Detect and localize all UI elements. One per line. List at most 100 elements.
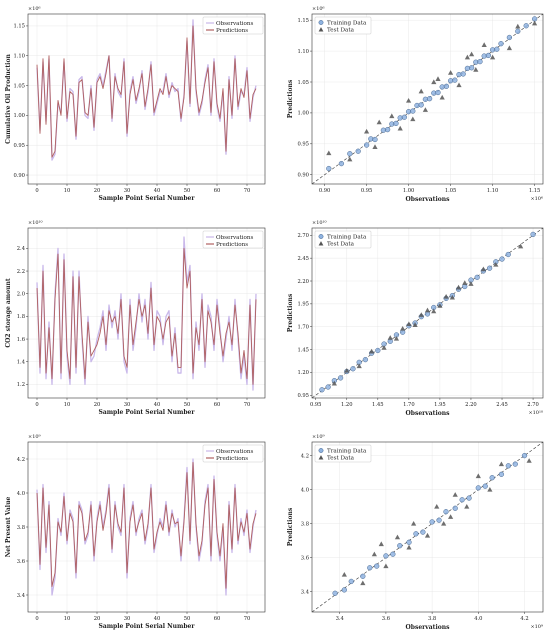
training-point (319, 387, 325, 393)
y-tick-label: 1.8 (17, 314, 25, 320)
training-point (489, 475, 495, 481)
training-point (393, 120, 399, 127)
y-tick-label: 1.70 (297, 325, 309, 331)
x-tick-label: 40 (154, 188, 161, 194)
y-axis-label: Cumulative Oil Production (5, 54, 12, 144)
training-point (429, 519, 435, 525)
test-point (443, 293, 449, 299)
y-tick-label: 1.45 (297, 347, 309, 353)
legend-label-test-data: Test Data (327, 28, 355, 34)
y-axis-label: Predictions (287, 79, 294, 118)
test-point (394, 534, 401, 540)
training-point (326, 165, 332, 172)
test-point (326, 150, 332, 156)
y-axis-label: Net Present Value (5, 497, 12, 558)
x-tick-label: 20 (94, 616, 101, 622)
legend-label-predictions: Predictions (216, 242, 248, 248)
chart-cumulative-oil-scatter: 0.90 0.95 1.00 1.05 1.10 1.15 0.90 0.95 1.00 1.05… (287, 6, 544, 203)
test-point (437, 303, 443, 308)
x-tick-label: 50 (184, 188, 191, 194)
legend-label-training-data: Training Data (327, 449, 367, 455)
legend-label-training-data: Training Data (327, 235, 367, 241)
test-point (372, 144, 378, 149)
y-tick-label: 3.4 (17, 593, 26, 599)
y-axis-label: Predictions (287, 507, 294, 546)
training-point (390, 551, 396, 557)
test-point (448, 70, 454, 75)
test-point (387, 335, 393, 340)
plot-frame (311, 13, 544, 185)
x-axis-label: Observations (406, 410, 451, 417)
test-point (449, 294, 455, 300)
y-tick-label: 0.95 (13, 143, 25, 149)
y-tick-label: 2.45 (297, 256, 309, 262)
training-point (499, 256, 505, 262)
training-point (477, 58, 483, 65)
test-point (518, 243, 524, 249)
training-point (338, 161, 345, 167)
training-point (360, 573, 366, 579)
test-point (487, 487, 493, 492)
test-point (434, 504, 440, 509)
training-point (443, 509, 449, 515)
data-marks (36, 458, 257, 596)
x-tick-label: 1.70 (403, 402, 415, 408)
x-tick-label: 0 (35, 402, 38, 408)
y-exponent: ×10¹⁰ (312, 220, 327, 226)
x-axis-label: Observations (406, 624, 451, 631)
x-tick-label: 30 (124, 402, 131, 408)
training-point (418, 102, 424, 108)
y-tick-label: 4.0 (17, 491, 25, 497)
series-line-observations (36, 236, 257, 391)
y-tick-label: 1.05 (297, 80, 309, 86)
x-tick-label: 40 (154, 402, 161, 408)
legend-marker-test (318, 241, 324, 246)
y-tick-label: 2.2 (17, 269, 25, 275)
training-point (486, 265, 493, 271)
training-point (350, 366, 356, 372)
y-axis-label: CO2 storage amount (5, 278, 12, 348)
test-point (481, 42, 487, 47)
legend-marker-test (318, 27, 324, 32)
y-tick-label: 4.0 (301, 487, 309, 493)
legend-label-test-data: Test Data (327, 456, 355, 462)
series-line-predictions (36, 461, 257, 589)
training-point (367, 565, 373, 571)
x-tick-label: 20 (94, 402, 101, 408)
x-tick-label: 1.20 (341, 402, 353, 408)
x-tick-label: 1.10 (487, 188, 499, 194)
legend-marker-training (318, 234, 324, 239)
test-point (389, 113, 395, 119)
chart-net-present-value-scatter: 3.4 3.6 3.8 4.0 4.23.43.63.84.04.2×10⁹×10⁹Ob… (287, 434, 544, 631)
y-exponent: ×10¹⁰ (28, 220, 43, 226)
test-point (344, 367, 350, 373)
training-point (337, 375, 344, 381)
x-tick-label: 1.45 (372, 402, 384, 408)
data-marks (36, 19, 257, 161)
test-point (464, 504, 470, 509)
y-axis-label: Predictions (287, 293, 294, 332)
legend-box (202, 230, 264, 249)
training-point (363, 142, 370, 148)
y-exponent: ×10⁶ (312, 6, 325, 12)
y-tick-label: 1.15 (13, 24, 25, 30)
x-tick-label: 0.95 (361, 188, 373, 194)
x-tick-label: 70 (244, 616, 251, 622)
test-point (462, 280, 468, 285)
data-marks (312, 442, 543, 612)
x-tick-label: 1.15 (529, 188, 541, 194)
x-axis-label: Sample Point Serial Number (98, 409, 195, 416)
data-marks (312, 14, 543, 184)
test-point (383, 563, 389, 569)
test-point (418, 312, 424, 317)
training-point (498, 41, 504, 47)
test-point (469, 51, 475, 57)
y-tick-label: 1.4 (17, 360, 26, 366)
training-point (460, 71, 466, 77)
test-point (464, 54, 470, 60)
training-point (374, 563, 380, 569)
training-point (466, 495, 472, 501)
test-point (406, 321, 412, 327)
